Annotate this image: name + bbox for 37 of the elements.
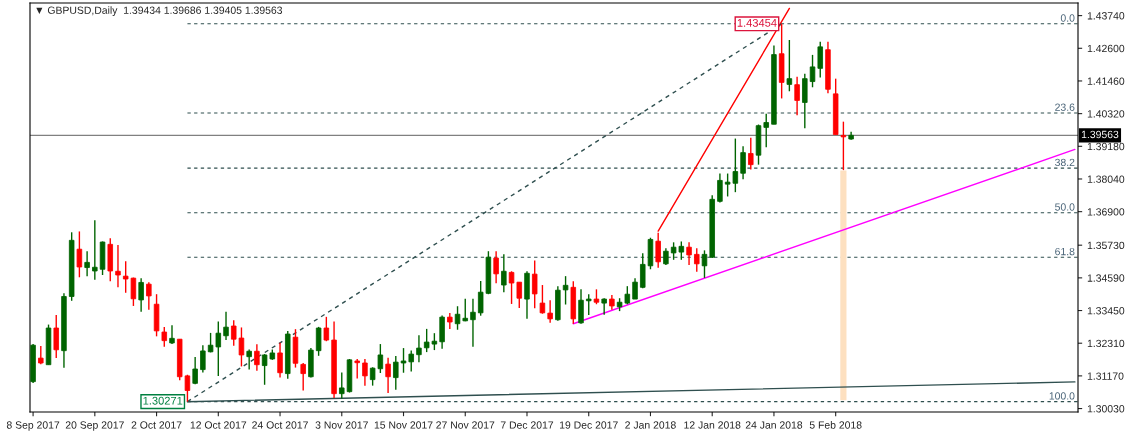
- y-tick-label: 1.43740: [1087, 12, 1125, 20]
- x-tick-label: 12 Oct 2017: [190, 421, 247, 429]
- annotation: 38.2: [1055, 158, 1075, 167]
- y-tick-label: 1.31170: [1087, 372, 1124, 380]
- annotation: 23.6: [1055, 103, 1075, 111]
- x-tick-label: 2 Oct 2017: [131, 421, 182, 429]
- y-tick-label: 1.33450: [1087, 307, 1125, 315]
- x-tick-label: 12 Jan 2018: [684, 421, 741, 429]
- x-tick-label: 15 Nov 2017: [374, 421, 433, 429]
- y-tick-label: 1.32310: [1087, 339, 1125, 348]
- x-tick-label: 2 Jan 2018: [625, 421, 676, 429]
- annotation: 50.0: [1055, 203, 1075, 211]
- x-tick-label: 5 Feb 2018: [809, 421, 862, 429]
- x-tick-label: 7 Dec 2017: [500, 421, 554, 429]
- ref-line-label: 1.30271: [143, 396, 183, 405]
- y-tick-label: 1.30030: [1087, 405, 1125, 413]
- annotation: 0.0: [1060, 14, 1075, 22]
- annotation: 100.0: [1049, 392, 1075, 400]
- y-tick-label: 1.39180: [1087, 142, 1125, 151]
- x-tick-label: 24 Jan 2018: [745, 421, 803, 429]
- ref-line-label: 1.43454: [737, 18, 777, 27]
- x-tick-label: 8 Sep 2017: [6, 421, 60, 431]
- x-tick-label: 3 Nov 2017: [315, 421, 368, 429]
- annotation: 61.8: [1055, 247, 1075, 256]
- y-tick-label: 1.36900: [1087, 208, 1125, 216]
- x-tick-label: 19 Dec 2017: [559, 421, 618, 429]
- x-tick-label: 27 Nov 2017: [436, 421, 495, 429]
- x-tick-label: 20 Sep 2017: [65, 421, 124, 431]
- y-tick-label: 1.40320: [1087, 110, 1125, 118]
- y-tick-label: 1.35730: [1087, 241, 1125, 250]
- y-tick-label: 1.42600: [1087, 44, 1125, 53]
- y-tick-label: 1.38040: [1087, 175, 1125, 183]
- chart-title: ▼ GBPUSD,Daily 1.39434 1.39686 1.39405 1.39563: [36, 6, 283, 16]
- x-tick-label: 24 Oct 2017: [252, 421, 308, 429]
- y-tick-label: 1.34590: [1087, 274, 1125, 282]
- y-tick-label: 1.41460: [1087, 77, 1125, 85]
- ref-line-label: 1.39563: [1081, 130, 1119, 139]
